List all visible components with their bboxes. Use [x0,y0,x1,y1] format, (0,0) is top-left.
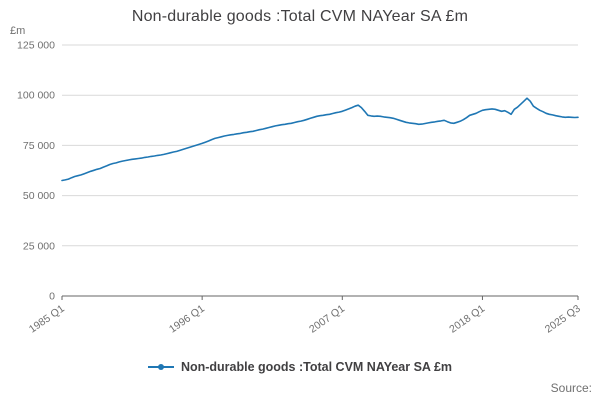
series-line[interactable] [61,97,579,182]
legend-line-marker [147,364,174,370]
y-axis-unit-label: £m [10,25,25,37]
legend-label: Non-durable goods :Total CVM NAYear SA £… [180,360,453,374]
y-tick-label: 125 000 [17,40,55,52]
y-tick-label: 100 000 [17,90,55,102]
chart-canvas: £m 0 25 000 50 000 75 000 100 000 125 000 1985 … [10,25,583,336]
x-tick-label: 1985 Q1 [27,303,67,336]
y-tick-label: 50 000 [23,190,55,202]
y-tick-label: 75 000 [23,140,55,152]
x-tick-label: 1996 Q1 [167,303,207,336]
x-tick-label: 2007 Q1 [307,303,347,336]
y-tick-label: 0 [49,291,55,303]
legend[interactable]: Non-durable goods :Total CVM NAYear SA £… [0,360,600,374]
x-tick-label: 2025 Q3 [543,303,583,336]
chart-title: Non-durable goods :Total CVM NAYear SA £… [131,8,469,25]
x-tick-label: 2018 Q1 [447,303,487,336]
source-label: Source: [550,381,592,395]
y-tick-label: 25 000 [23,240,55,252]
